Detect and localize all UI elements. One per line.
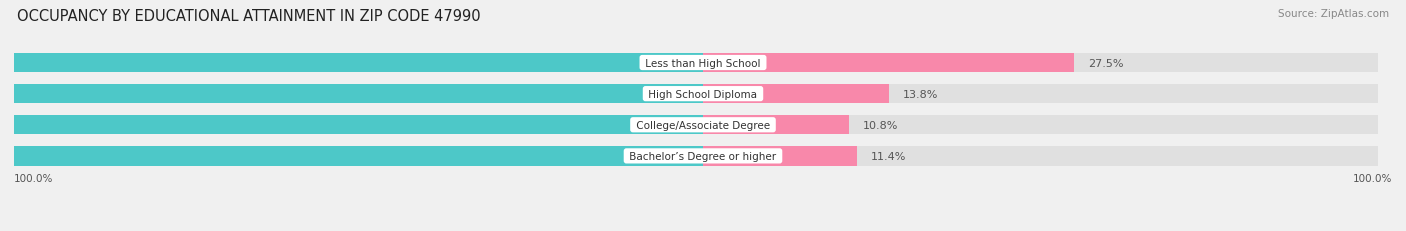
Text: 13.8%: 13.8%	[903, 89, 938, 99]
Text: Less than High School: Less than High School	[643, 58, 763, 68]
Text: 10.8%: 10.8%	[862, 120, 898, 130]
Bar	[28, 54, 1378, 73]
Bar	[703, 147, 858, 166]
Text: 11.4%: 11.4%	[870, 151, 905, 161]
Text: 100.0%: 100.0%	[1353, 173, 1392, 183]
Text: Bachelor’s Degree or higher: Bachelor’s Degree or higher	[626, 151, 780, 161]
Bar	[703, 54, 1074, 73]
Bar	[0, 116, 703, 135]
Bar	[0, 54, 703, 73]
Bar	[28, 85, 1378, 104]
Text: 27.5%: 27.5%	[1088, 58, 1123, 68]
Text: High School Diploma: High School Diploma	[645, 89, 761, 99]
Bar	[28, 116, 1378, 135]
Bar	[28, 147, 1378, 166]
Bar	[703, 116, 849, 135]
Bar	[703, 85, 890, 104]
Bar	[0, 85, 703, 104]
Text: 100.0%: 100.0%	[14, 173, 53, 183]
Text: College/Associate Degree: College/Associate Degree	[633, 120, 773, 130]
Text: Source: ZipAtlas.com: Source: ZipAtlas.com	[1278, 9, 1389, 19]
Text: OCCUPANCY BY EDUCATIONAL ATTAINMENT IN ZIP CODE 47990: OCCUPANCY BY EDUCATIONAL ATTAINMENT IN Z…	[17, 9, 481, 24]
Bar	[0, 147, 703, 166]
